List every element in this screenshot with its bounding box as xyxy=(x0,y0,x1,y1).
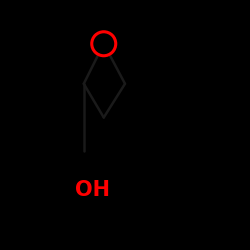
Circle shape xyxy=(91,31,116,56)
Bar xyxy=(68,176,117,204)
Text: OH: OH xyxy=(75,180,110,200)
